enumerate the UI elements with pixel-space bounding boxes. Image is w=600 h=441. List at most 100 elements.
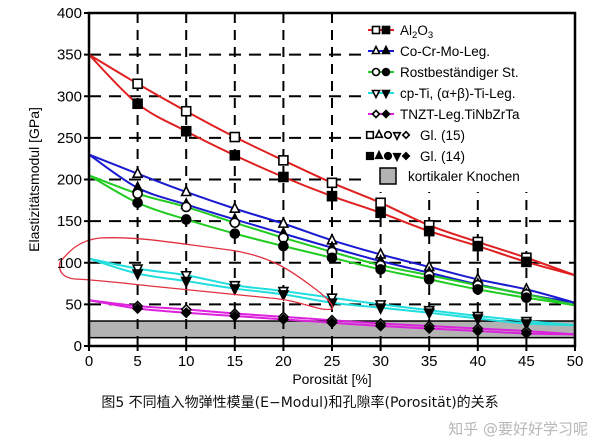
data-point-2-gl14: [375, 264, 386, 275]
data-point-2-gl15: [132, 188, 143, 199]
x-tick-label: 15: [226, 353, 243, 370]
legend-marker: [371, 109, 381, 119]
legend-marker: [383, 130, 393, 140]
data-point-3-gl14: [180, 276, 192, 289]
legend-marker: [374, 128, 384, 139]
legend-marker: [371, 67, 381, 77]
y-tick-label: 200: [57, 172, 82, 189]
data-point-1-gl15: [229, 201, 241, 213]
legend-label-gl14: Gl. (14): [420, 149, 465, 164]
data-point-0-gl14: [278, 171, 289, 183]
x-axis-label: Porosität [%]: [292, 371, 371, 387]
data-point-2-gl14: [472, 284, 484, 295]
data-point-3-gl14: [229, 284, 241, 296]
data-point-2-gl15: [229, 217, 241, 229]
data-point-4-gl14: [472, 325, 484, 337]
data-point-3-gl14: [520, 319, 533, 331]
data-point-0-gl14: [375, 207, 386, 219]
watermark: 知乎 @要好好学习呢: [448, 420, 588, 438]
data-point-0-gl15: [278, 155, 289, 166]
data-point-4-gl14: [229, 310, 241, 322]
legend-label: Rostbeständiger St.: [400, 65, 519, 80]
legend-marker: [371, 25, 381, 35]
data-point-3-gl14: [277, 290, 290, 302]
data-point-0-gl14: [472, 240, 484, 252]
data-point-4-gl14: [520, 327, 533, 340]
data-point-0-gl14: [229, 150, 241, 161]
legend-marker: [392, 152, 402, 163]
legend-marker: [401, 130, 411, 140]
legend-bone-swatch: [379, 167, 397, 185]
legend-label: Co-Cr-Mo-Leg.: [400, 44, 490, 59]
x-tick-label: 35: [421, 353, 438, 370]
data-point-3-gl14: [472, 314, 484, 326]
y-tick-label: 0: [74, 338, 82, 355]
data-point-0-gl15: [326, 177, 338, 189]
data-point-4-gl14: [277, 313, 290, 325]
data-point-0-gl15: [375, 197, 386, 209]
legend-marker: [392, 131, 402, 142]
data-point-1-gl15: [131, 166, 144, 178]
data-point-0-gl15: [229, 131, 241, 143]
data-point-0-gl14: [326, 190, 338, 202]
data-point-3-gl14: [423, 308, 435, 320]
legend-marker: [381, 67, 391, 77]
data-point-4-gl14: [423, 322, 435, 335]
legend-label-bone: kortikaler Knochen: [408, 169, 520, 184]
data-point-3-gl14: [374, 303, 387, 315]
legend-marker: [371, 44, 381, 55]
legend-marker: [371, 89, 381, 100]
data-point-0-gl14: [521, 256, 532, 268]
x-tick-label: 45: [518, 353, 535, 370]
data-point-1-gl15: [180, 184, 192, 197]
data-point-0-gl14: [180, 125, 192, 137]
legend-marker: [401, 151, 411, 161]
legend-marker: [381, 25, 391, 35]
data-point-4-gl14: [131, 302, 144, 315]
legend-marker: [381, 89, 391, 100]
data-point-0-gl15: [132, 78, 143, 90]
data-point-2-gl14: [278, 240, 289, 252]
legend-marker: [365, 151, 375, 161]
y-tick-label: 100: [57, 255, 82, 272]
legend-label: Al2O3: [400, 23, 433, 41]
data-point-3-gl14: [131, 269, 144, 281]
x-tick-label: 20: [275, 353, 292, 370]
y-axis-label: Elastizitätsmodul [GPa]: [26, 107, 42, 252]
data-point-4-gl14: [374, 320, 387, 332]
x-tick-label: 10: [178, 353, 195, 370]
data-point-3-gl15: [180, 270, 192, 283]
legend-label: cp-Ti, (α+β)-Ti-Leg.: [400, 86, 515, 101]
data-point-2-gl14: [423, 274, 435, 285]
data-point-2-gl14: [229, 228, 241, 239]
data-point-2-gl14: [521, 292, 532, 304]
data-point-4-gl14: [326, 317, 338, 329]
y-tick-label: 150: [57, 213, 82, 230]
x-tick-label: 50: [567, 353, 584, 370]
y-tick-label: 50: [65, 296, 82, 313]
x-tick-label: 25: [324, 353, 341, 370]
legend-marker: [381, 44, 391, 55]
legend-marker: [383, 151, 393, 161]
data-point-0-gl15: [180, 105, 192, 117]
data-point-0-gl14: [423, 225, 435, 237]
data-point-4-gl14: [180, 307, 192, 319]
x-tick-label: 5: [133, 353, 141, 370]
legend-label: TNZT-Leg.TiNbZrTa: [400, 107, 520, 122]
legend-marker: [381, 109, 391, 119]
data-point-2-gl14: [132, 197, 143, 209]
y-tick-label: 250: [57, 130, 82, 147]
legend-background: [362, 14, 574, 192]
data-point-2-gl15: [180, 201, 192, 213]
legend-label-gl15: Gl. (15): [420, 128, 465, 143]
x-tick-label: 0: [85, 353, 93, 370]
y-tick-label: 300: [57, 88, 82, 105]
legend-marker: [365, 130, 375, 140]
legend-marker: [374, 149, 384, 160]
data-point-2-gl14: [326, 252, 338, 264]
data-point-0-gl14: [132, 98, 143, 110]
x-tick-label: 30: [372, 353, 389, 370]
y-tick-label: 350: [57, 47, 82, 64]
